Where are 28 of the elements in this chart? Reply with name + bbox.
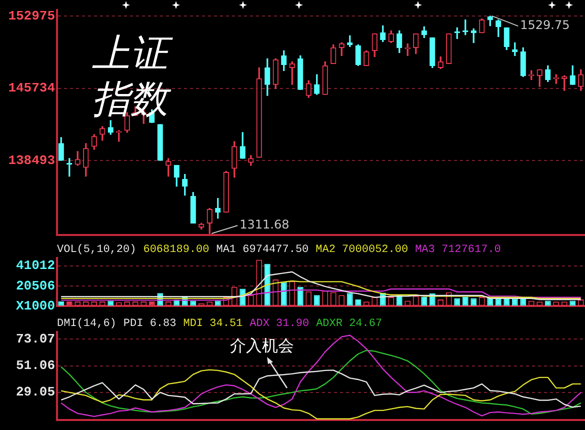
text: 上证指数 [92,30,174,122]
text: MA1 6974477.50 [216,244,309,256]
text: MDI 34.51 [183,318,243,330]
y-tick-label: 41012 [16,258,56,274]
y-tick-label: 29.05 [16,384,56,400]
text: MA2 7000052.00 [316,244,408,256]
y-tick-label: 73.07 [16,331,55,346]
y-tick-label: X1000 [16,298,56,314]
y-tick-label: 152975 [8,8,56,24]
annotation: 1311.68 [240,218,290,232]
y-tick-label: 51.06 [16,358,56,374]
text: 6068189.00 [143,244,210,256]
bar [297,286,304,306]
y-tick-label: 20506 [16,278,56,294]
bar [346,293,353,306]
annotation: 1529.75 [520,18,570,32]
y-tick-label: 145734 [8,80,56,96]
legend-title: VOL(5,10,20) [57,244,136,256]
text: PDI 6.83 [123,318,176,330]
annotation: 介入机会 [230,336,294,357]
text: MA3 7127617.0 [415,244,501,256]
bar [280,282,287,306]
text: ADX 31.90 [250,318,310,330]
legend-title: DMI(14,6) [57,318,116,330]
bar [264,264,270,306]
text: ADXR 24.67 [316,318,382,330]
y-tick-label: 138493 [8,152,56,168]
bar [314,295,320,306]
